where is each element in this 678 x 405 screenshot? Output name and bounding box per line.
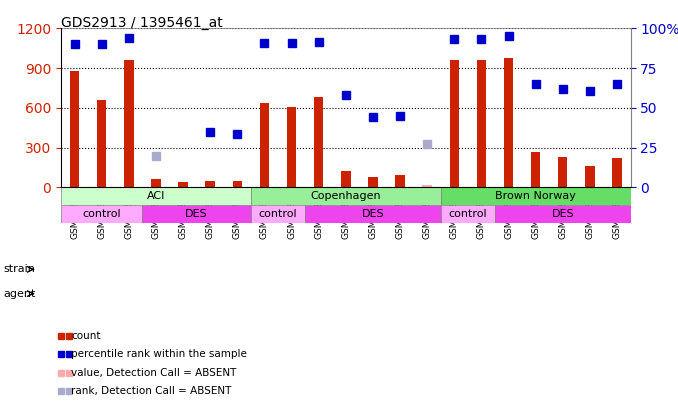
Bar [70,71,79,188]
Bar [368,177,378,188]
Bar [178,182,188,188]
Bar [585,166,595,188]
Text: DES: DES [185,209,208,219]
Text: Copenhagen: Copenhagen [311,191,381,201]
Bar [124,60,134,188]
Bar [477,60,486,188]
Text: control: control [83,209,121,219]
Bar [205,181,215,188]
Bar [531,151,540,188]
Bar [558,157,567,188]
Bar [450,60,459,188]
Bar [395,175,405,188]
Bar [422,185,432,188]
Text: value, Detection Call = ABSENT: value, Detection Call = ABSENT [71,368,237,377]
Bar [504,58,513,188]
Text: Brown Norway: Brown Norway [495,191,576,201]
Bar [233,181,242,188]
Text: count: count [71,331,101,341]
Bar [287,107,296,188]
FancyBboxPatch shape [495,205,631,223]
Text: DES: DES [551,209,574,219]
Text: strain: strain [3,264,35,274]
Text: control: control [449,209,487,219]
Text: percentile rank within the sample: percentile rank within the sample [71,350,247,359]
Bar [260,102,269,188]
FancyBboxPatch shape [251,205,305,223]
Text: agent: agent [3,289,36,298]
FancyBboxPatch shape [251,188,441,205]
Bar [97,100,106,188]
Text: control: control [259,209,297,219]
FancyBboxPatch shape [142,205,251,223]
Bar [314,97,323,188]
FancyBboxPatch shape [441,205,495,223]
FancyBboxPatch shape [61,188,251,205]
Text: rank, Detection Call = ABSENT: rank, Detection Call = ABSENT [71,386,232,396]
Bar [151,179,161,188]
Bar [612,158,622,188]
Text: GDS2913 / 1395461_at: GDS2913 / 1395461_at [61,16,223,30]
FancyBboxPatch shape [305,205,441,223]
Text: DES: DES [361,209,384,219]
Text: ACI: ACI [146,191,165,201]
FancyBboxPatch shape [61,205,142,223]
FancyBboxPatch shape [441,188,631,205]
Bar [341,171,351,188]
